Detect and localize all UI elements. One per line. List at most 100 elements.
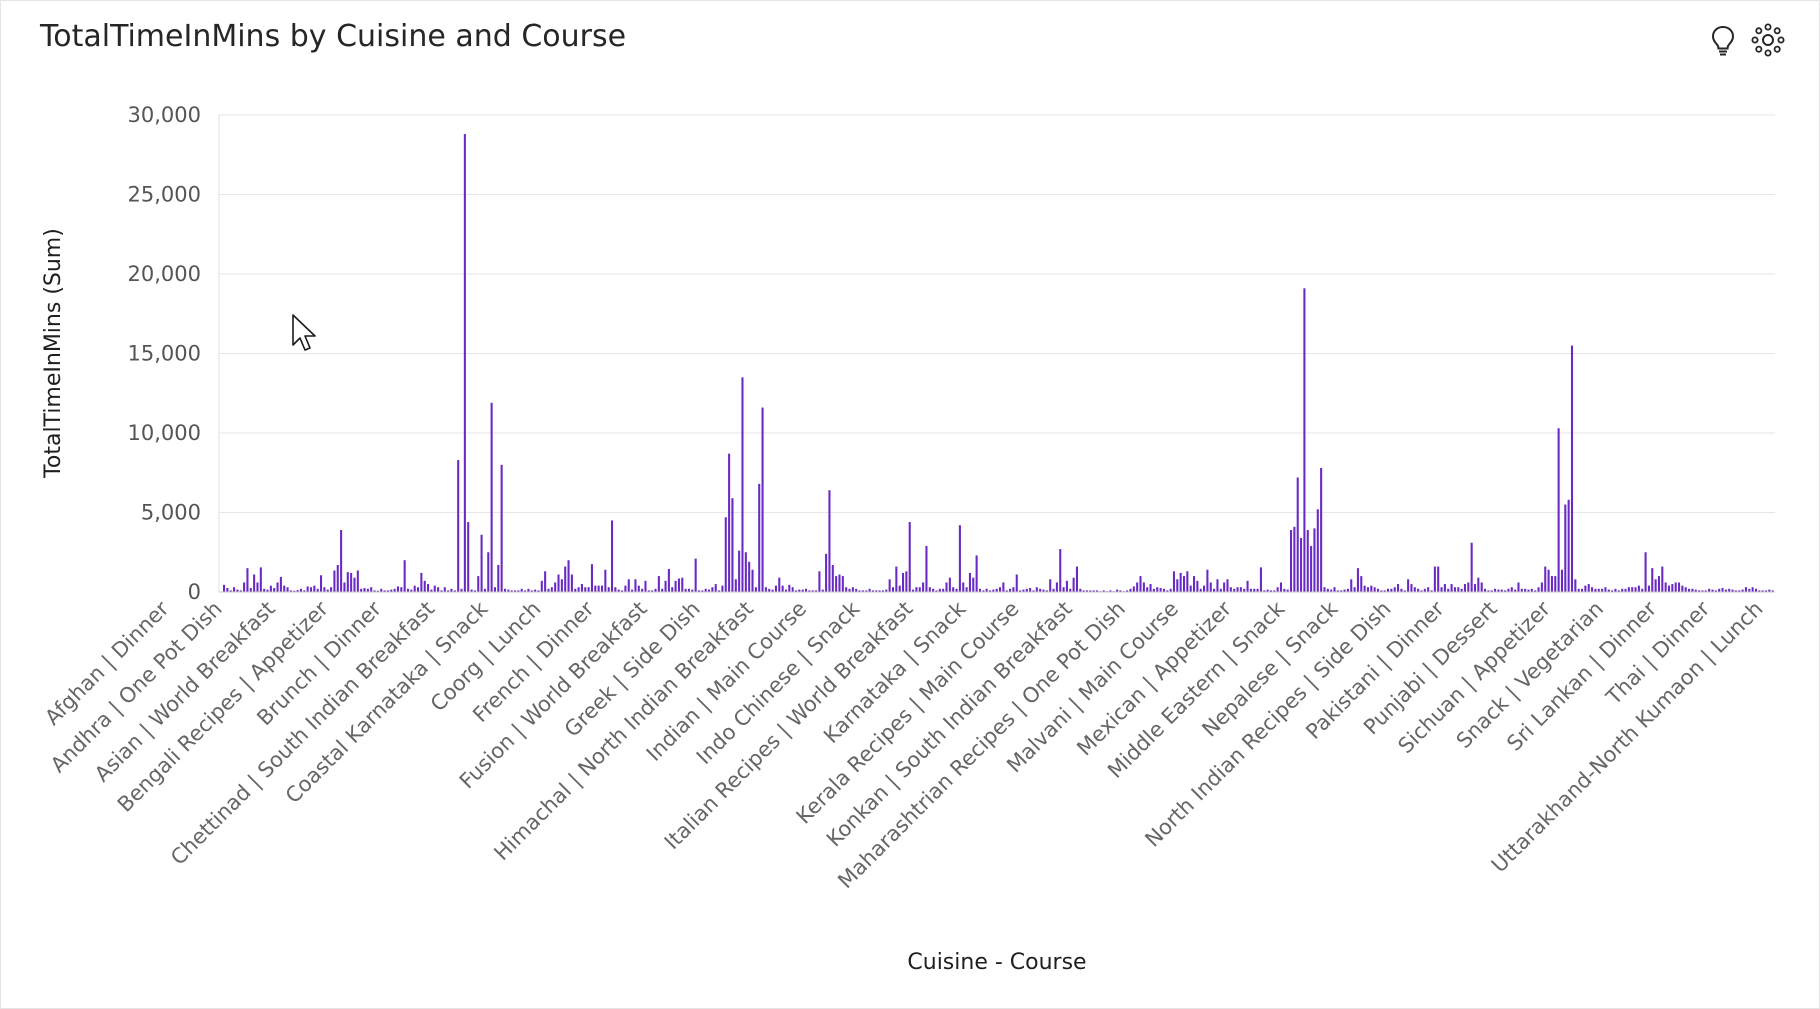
bar[interactable] — [1691, 588, 1694, 592]
bar[interactable] — [1353, 587, 1356, 592]
bar[interactable] — [343, 582, 346, 592]
bar[interactable] — [1276, 587, 1279, 592]
bar[interactable] — [1564, 504, 1567, 592]
bar[interactable] — [440, 590, 443, 592]
bar[interactable] — [226, 588, 229, 592]
bar[interactable] — [1433, 566, 1436, 592]
bar[interactable] — [878, 590, 881, 592]
bar[interactable] — [962, 582, 965, 592]
bar[interactable] — [1744, 587, 1747, 592]
bar[interactable] — [721, 585, 724, 592]
bar[interactable] — [1731, 589, 1734, 592]
bar[interactable] — [631, 589, 634, 592]
bar[interactable] — [1641, 588, 1644, 592]
bar[interactable] — [253, 574, 256, 592]
bar[interactable] — [774, 585, 777, 592]
bar[interactable] — [266, 589, 269, 592]
bar[interactable] — [674, 580, 677, 592]
bar[interactable] — [1383, 590, 1386, 592]
bar[interactable] — [1239, 587, 1242, 592]
bar[interactable] — [634, 579, 637, 592]
bar[interactable] — [1039, 588, 1042, 592]
bar[interactable] — [1718, 588, 1721, 592]
bar[interactable] — [647, 590, 650, 592]
bar[interactable] — [306, 586, 309, 592]
bar[interactable] — [1363, 585, 1366, 592]
bar[interactable] — [758, 483, 761, 592]
bar[interactable] — [604, 569, 607, 592]
bar[interactable] — [1062, 587, 1065, 592]
bar[interactable] — [975, 555, 978, 592]
bar[interactable] — [1463, 584, 1466, 592]
bar[interactable] — [1594, 588, 1597, 592]
bar[interactable] — [1631, 587, 1634, 592]
bar[interactable] — [1142, 582, 1145, 592]
bar[interactable] — [1447, 588, 1450, 592]
bar[interactable] — [932, 588, 935, 592]
bar[interactable] — [1634, 587, 1637, 592]
bar[interactable] — [289, 590, 292, 592]
bar[interactable] — [788, 584, 791, 592]
bar[interactable] — [497, 564, 500, 592]
bar[interactable] — [524, 590, 527, 592]
bar[interactable] — [383, 590, 386, 592]
bar[interactable] — [1146, 587, 1149, 592]
bar[interactable] — [1453, 587, 1456, 592]
bar[interactable] — [697, 590, 701, 592]
bar[interactable] — [1423, 588, 1426, 592]
bar[interactable] — [1059, 549, 1062, 592]
bar[interactable] — [487, 552, 490, 592]
bar[interactable] — [587, 587, 590, 592]
bar[interactable] — [654, 588, 657, 592]
bar[interactable] — [651, 590, 654, 592]
bar[interactable] — [918, 587, 921, 592]
bar[interactable] — [831, 564, 834, 592]
bar[interactable] — [1430, 590, 1433, 592]
bar[interactable] — [1557, 428, 1560, 592]
bar[interactable] — [1611, 590, 1614, 592]
bar[interactable] — [821, 589, 824, 592]
bar[interactable] — [279, 576, 282, 592]
bar[interactable] — [417, 587, 420, 592]
bar[interactable] — [1340, 590, 1343, 592]
bar[interactable] — [861, 590, 864, 592]
bar[interactable] — [577, 587, 580, 592]
bar[interactable] — [871, 590, 874, 592]
bar[interactable] — [1009, 588, 1012, 592]
bar[interactable] — [517, 590, 520, 592]
bar[interactable] — [590, 564, 593, 592]
bar[interactable] — [564, 566, 567, 592]
bar[interactable] — [781, 585, 784, 592]
bar[interactable] — [450, 588, 453, 592]
bar[interactable] — [299, 588, 302, 592]
bar[interactable] — [540, 580, 543, 592]
bar[interactable] — [965, 587, 968, 592]
bar[interactable] — [908, 522, 911, 592]
bar[interactable] — [1494, 588, 1497, 592]
bar[interactable] — [483, 588, 486, 592]
bar[interactable] — [1253, 588, 1256, 592]
bar[interactable] — [239, 590, 242, 592]
bar[interactable] — [443, 587, 446, 592]
bar[interactable] — [1420, 590, 1423, 592]
bar[interactable] — [891, 587, 895, 592]
bar[interactable] — [500, 464, 503, 592]
bar[interactable] — [828, 490, 831, 592]
bar[interactable] — [1484, 588, 1487, 592]
bar[interactable] — [1326, 588, 1329, 592]
bar[interactable] — [346, 572, 349, 593]
bar[interactable] — [1524, 588, 1527, 592]
bar[interactable] — [1748, 588, 1751, 592]
bar[interactable] — [1540, 582, 1543, 592]
bar[interactable] — [1768, 589, 1771, 592]
bar[interactable] — [1179, 572, 1182, 592]
bar[interactable] — [490, 402, 493, 592]
bar[interactable] — [1162, 588, 1165, 592]
bar[interactable] — [376, 590, 379, 592]
bar[interactable] — [1193, 576, 1196, 592]
bar[interactable] — [1069, 588, 1072, 592]
bar[interactable] — [420, 572, 423, 592]
bar[interactable] — [1166, 590, 1169, 592]
bar[interactable] — [256, 582, 259, 592]
bar[interactable] — [1049, 579, 1052, 592]
